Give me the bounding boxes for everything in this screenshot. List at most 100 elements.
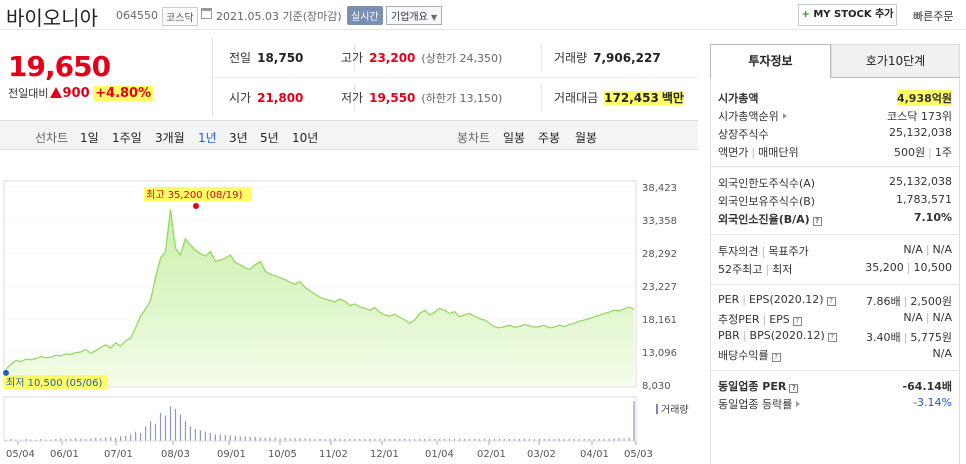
volume-bar	[239, 436, 241, 441]
volume-bar	[608, 439, 610, 441]
par-label: 액면가	[718, 146, 749, 159]
stock-header: 바이오니아 064550 코스닥 2021.05.03 기준(장마감) 실시간 …	[0, 0, 966, 30]
help-icon[interactable]: ?	[826, 297, 836, 306]
amount-unit: 백만	[658, 91, 684, 105]
pbr-label-wrap: PBR | BPS(2020.12)?	[718, 329, 837, 342]
volume-bar	[309, 438, 311, 441]
volume-bar	[409, 439, 411, 441]
volume-bar	[334, 438, 336, 441]
open-price: 시가 21,800	[229, 89, 303, 106]
volume-bar	[483, 439, 486, 441]
tab-period-1w[interactable]: 1주일	[112, 131, 142, 145]
add-mystock-button[interactable]: + MY STOCK 추가	[798, 4, 897, 26]
section-divider	[711, 370, 959, 371]
y-tick-label: 13,096	[642, 348, 677, 359]
y-axis: 38,423 33,358 28,292 23,227 18,161 13,096 8,03…	[642, 183, 677, 392]
tab-period-3y[interactable]: 3년	[229, 131, 248, 145]
y-tick-label: 33,358	[642, 216, 677, 227]
y-tick-label: 23,227	[642, 282, 677, 293]
volume-bar	[503, 439, 506, 441]
volume-bar	[508, 439, 510, 441]
x-tick-label: 07/01	[104, 449, 133, 460]
tab-period-5y[interactable]: 5년	[260, 131, 279, 145]
dividend-label: 배당수익률	[718, 349, 769, 362]
est-eps-value: N/A	[932, 311, 952, 324]
help-icon[interactable]: ?	[812, 217, 822, 226]
market-cap-rank-value: 코스닥 173위	[887, 110, 952, 123]
volume-bar	[5, 439, 7, 441]
foreign-ratio-value: 7.10%	[913, 211, 952, 224]
week52-high-label: 52주최고	[718, 263, 763, 276]
open-label: 시가	[229, 91, 252, 105]
volume-bar	[304, 438, 306, 441]
volume-bar	[254, 437, 256, 441]
tab-candle-monthly[interactable]: 월봉	[575, 131, 598, 145]
price-chart-svg: 38,423 33,358 28,292 23,227 18,161 13,096 8,03…	[3, 180, 689, 460]
date-suffix: 기준(장마감)	[282, 10, 342, 23]
tab-invest-info[interactable]: 투자정보	[710, 44, 831, 78]
quick-order-link[interactable]: 빠른주문	[913, 10, 954, 23]
tab-period-1d[interactable]: 1일	[80, 131, 99, 145]
volume-bar	[224, 435, 226, 441]
divider	[354, 44, 355, 72]
per-label: PER	[718, 293, 740, 306]
volume-bar	[229, 435, 231, 441]
volume-bar	[553, 439, 555, 441]
realtime-button[interactable]: 실시간	[347, 6, 383, 25]
corp-overview-dropdown[interactable]: 기업개요 ▼	[386, 6, 443, 25]
volume-bar	[488, 439, 491, 441]
x-tick-label: 05/04	[6, 449, 35, 460]
opinion-label: 투자의견	[718, 245, 759, 258]
volume-bar	[434, 439, 436, 441]
x-tick-label: 02/01	[477, 449, 506, 460]
eps-label: EPS(2020.12)	[748, 293, 824, 306]
max-label-bg	[144, 187, 252, 201]
volume-bar	[384, 439, 386, 441]
volume-bar	[389, 439, 391, 441]
volume-bar	[598, 439, 600, 441]
per-row: PER | EPS(2020.12)? 7.86배 | 2,500원	[718, 293, 952, 310]
max-annotation: 최고 35,200 (08/19)	[144, 187, 252, 201]
market-badge: 코스닥	[162, 7, 198, 26]
sector-per-label: 동일업종 PER	[718, 380, 787, 393]
volume-bar	[100, 438, 102, 441]
volume-bar	[299, 438, 301, 441]
dividend-value: N/A	[932, 347, 952, 360]
sector-per-label-wrap: 동일업종 PER?	[718, 378, 799, 394]
volume-bar	[329, 439, 331, 441]
high-label: 고가	[341, 51, 364, 65]
tab-candle-weekly[interactable]: 주봉	[538, 131, 561, 145]
help-icon[interactable]: ?	[792, 317, 802, 326]
tab-candle-daily[interactable]: 일봉	[503, 131, 526, 145]
invest-tabs: 투자정보 호가10단계	[710, 44, 960, 78]
volume-bar	[523, 439, 525, 441]
tab-period-3m[interactable]: 3개월	[155, 131, 185, 145]
volume-bar	[558, 439, 560, 441]
volume-bar	[369, 439, 371, 441]
opinion-value-wrap: N/A | N/A	[903, 243, 952, 256]
volume-bar	[60, 438, 62, 441]
volume-bar	[214, 434, 216, 441]
divider	[541, 44, 542, 72]
week52-value-wrap: 35,200 | 10,500	[865, 261, 952, 274]
help-icon[interactable]: ?	[827, 333, 837, 342]
help-icon[interactable]: ?	[771, 353, 781, 362]
help-icon[interactable]: ?	[789, 384, 799, 393]
foreign-ratio-label-wrap: 외국인소진율(B/A)?	[718, 211, 822, 227]
tab-quote-10[interactable]: 호가10단계	[831, 44, 960, 78]
sector-rate-link[interactable]: 동일업종 등락률	[718, 396, 801, 412]
volume-bar	[45, 439, 47, 441]
volume-bar	[628, 437, 630, 441]
market-cap-row: 시가총액 4,938억원	[718, 90, 952, 107]
volume-bar	[95, 437, 97, 441]
volume-bar	[513, 439, 515, 441]
change-label: 전일대비	[8, 87, 49, 100]
sector-rate-label: 동일업종 등락률	[718, 398, 793, 411]
x-tick-label: 01/04	[425, 449, 454, 460]
y-tick-label: 28,292	[642, 249, 677, 260]
volume-bar	[130, 434, 132, 441]
tab-period-1y[interactable]: 1년	[198, 131, 217, 145]
quote-date: 2021.05.03 기준(장마감)	[216, 8, 342, 24]
tab-period-10y[interactable]: 10년	[292, 131, 319, 145]
volume-bar	[35, 439, 37, 441]
